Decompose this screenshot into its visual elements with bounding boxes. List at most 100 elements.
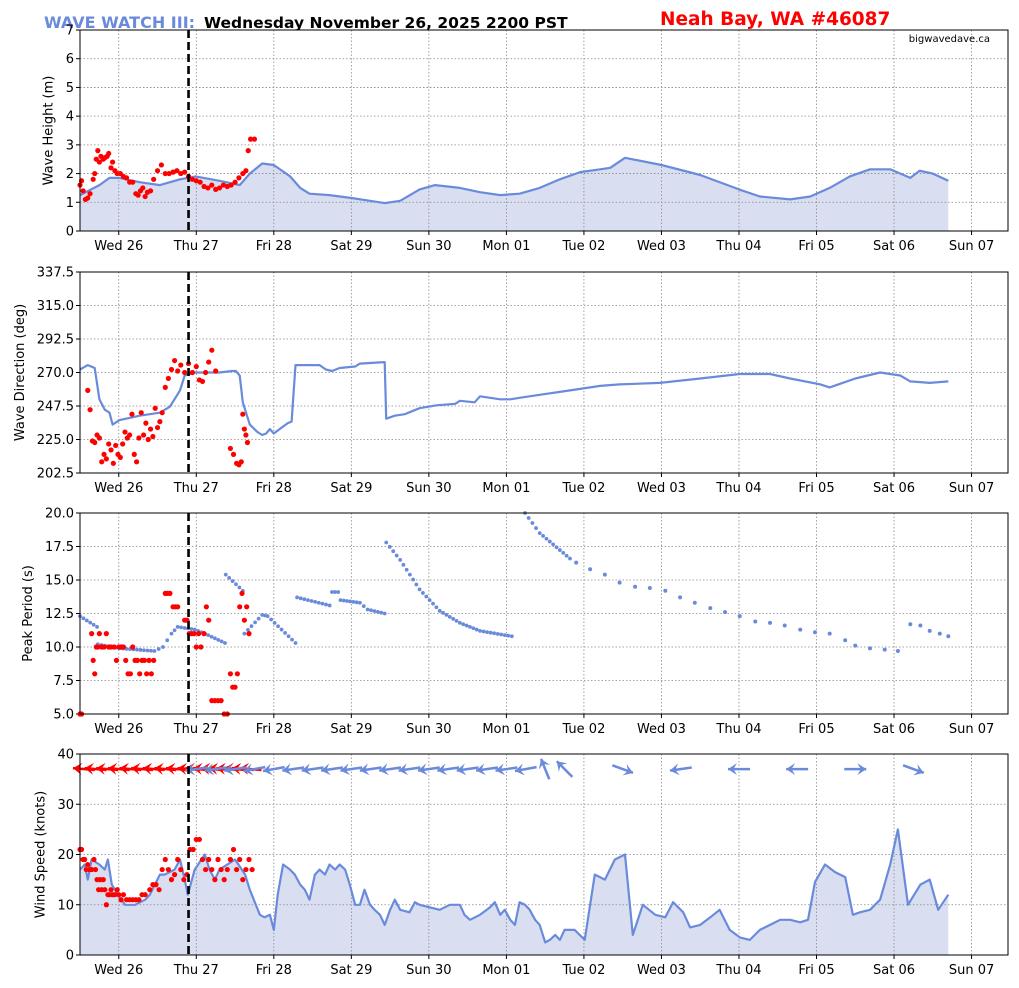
obs-point: [136, 897, 142, 903]
obs-point: [112, 892, 118, 898]
model-point: [391, 549, 396, 554]
obs-point: [237, 604, 243, 610]
model-point: [333, 590, 337, 594]
obs-point: [243, 168, 249, 174]
model-point: [495, 631, 500, 636]
model-point: [541, 534, 545, 538]
wind-arrow: [555, 760, 574, 778]
obs-point: [95, 148, 101, 154]
model-point: [647, 586, 652, 591]
obs-point: [245, 148, 251, 154]
panel-wind: 0 10 20 30 40 Wed 26 Thu 27 Fri 28 Sat 29 Sun 30 M…: [34, 748, 1009, 978]
obs-point: [89, 866, 95, 873]
y-axis-label: Peak Period (s): [21, 565, 36, 662]
plot-frame: [79, 29, 1009, 232]
wind-arrow: [611, 764, 634, 776]
model-point: [421, 591, 425, 595]
obs-point: [240, 877, 246, 883]
model-point: [812, 630, 817, 635]
model-point: [882, 647, 887, 652]
model-point: [530, 521, 535, 525]
x-tick-label: Sun 30: [406, 722, 451, 737]
model-point: [454, 618, 459, 623]
obs-point: [213, 368, 219, 374]
obs-point: [90, 176, 96, 182]
obs-point: [159, 410, 165, 416]
model-point: [753, 619, 758, 624]
wind-arrow: [301, 763, 324, 776]
model-point: [663, 588, 668, 593]
obs-point: [102, 887, 108, 893]
obs-point: [96, 631, 102, 637]
wind-arrow-head: [727, 763, 737, 776]
model-point: [843, 638, 848, 643]
obs-point: [249, 866, 255, 873]
model-point: [316, 600, 321, 605]
obs-point: [209, 866, 215, 873]
x-tick-label: Tue 02: [561, 722, 605, 737]
obs-point: [206, 359, 212, 365]
wind-arrow: [340, 763, 363, 776]
plot-frame: [79, 512, 1009, 715]
obs-point: [140, 432, 147, 438]
panel-height: 0 1 2 3 4 5 6 7 Wed 26 Thu 27 Fri 28 Sat 29 Sun 30 Mo…: [42, 24, 1009, 254]
obs-point: [135, 192, 141, 198]
obs-point: [122, 429, 128, 435]
model-point: [95, 625, 99, 629]
model-point: [678, 595, 683, 600]
obs-point: [106, 441, 112, 447]
obs-point: [85, 861, 91, 868]
obs-point: [215, 856, 221, 863]
model-point: [526, 516, 531, 520]
y-tick-label: 0: [66, 225, 74, 240]
obs-point: [218, 698, 224, 704]
model-point: [868, 646, 873, 651]
model-point: [499, 632, 504, 637]
model-point: [564, 553, 569, 558]
model-point: [387, 544, 392, 549]
model-point: [457, 620, 462, 625]
model-point: [407, 572, 412, 577]
obs-point: [147, 426, 154, 432]
obs-point: [209, 182, 215, 188]
wind-arrow-head: [282, 763, 293, 776]
model-point: [290, 637, 294, 642]
wind-arrow-head: [301, 763, 312, 776]
x-tick-label: Sat 29: [330, 481, 372, 496]
obs-point: [189, 369, 196, 376]
x-tick-label: Mon 01: [482, 481, 530, 496]
model-point: [295, 595, 299, 600]
obs-point: [232, 179, 238, 185]
wind-arrow-head: [165, 762, 176, 775]
model-line: [79, 828, 950, 944]
obs-point: [109, 159, 116, 165]
y-tick-label: 30: [57, 798, 74, 813]
forecast-timestamp: Wednesday November 26, 2025 2200 PST: [204, 14, 568, 32]
wind-arrow: [786, 763, 809, 776]
model-point: [853, 643, 858, 648]
obs-point: [178, 866, 184, 873]
model-point: [431, 601, 435, 606]
x-tick-label: Sun 07: [949, 481, 994, 496]
model-point: [394, 553, 399, 558]
wind-arrow-head: [476, 763, 486, 776]
obs-point: [199, 378, 206, 385]
obs-point: [197, 179, 203, 185]
panel-direction: 202.5 225.0 247.5 270.0 292.5 315.0 337.5 Wed 2…: [13, 266, 1009, 496]
obs-point: [234, 671, 240, 677]
wind-arrow-head: [437, 763, 448, 776]
model-point: [223, 641, 227, 645]
y-tick-label: 12.5: [45, 607, 74, 622]
obs-point: [182, 169, 188, 175]
model-point: [256, 616, 261, 621]
wind-arrow: [456, 763, 479, 776]
obs-point: [90, 657, 96, 664]
x-tick-label: Sun 07: [949, 239, 994, 254]
y-tick-label: 10: [57, 898, 74, 913]
model-point: [246, 627, 250, 632]
obs-point: [243, 866, 249, 873]
model-point: [451, 616, 456, 621]
model-point: [209, 634, 214, 639]
obs-point: [243, 432, 249, 438]
obs-point: [162, 384, 168, 390]
